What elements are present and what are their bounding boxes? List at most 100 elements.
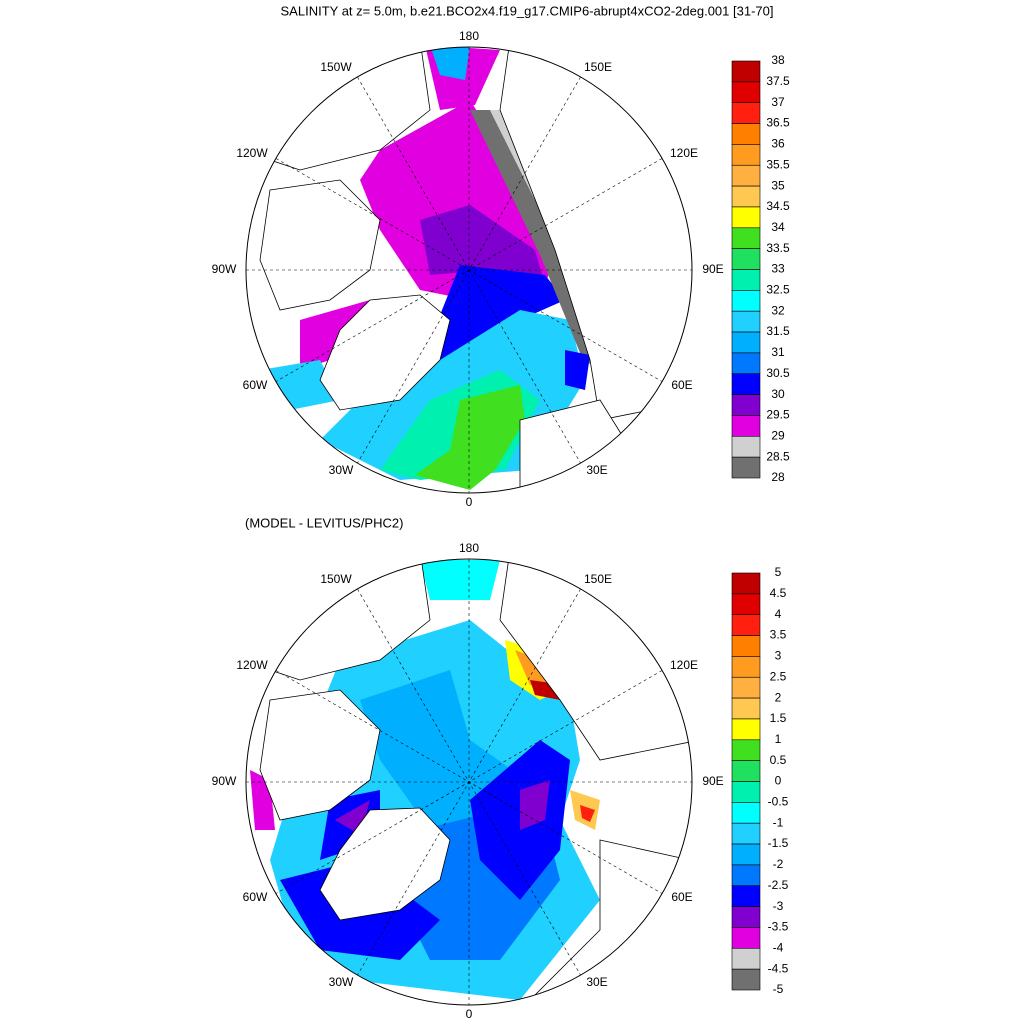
longitude-label: 90E <box>702 774 723 788</box>
colorbar-box <box>731 864 761 887</box>
map-top <box>246 47 692 493</box>
longitude-label: 90W <box>212 774 237 788</box>
longitude-label: 60E <box>671 378 692 392</box>
colorbar-box <box>731 843 761 866</box>
longitude-label: 0 <box>466 1007 473 1021</box>
map-border <box>245 558 693 1006</box>
longitude-label: 90W <box>212 262 237 276</box>
colorbar-box <box>731 760 761 782</box>
colorbar-box <box>731 331 761 354</box>
colorbar-box <box>731 718 761 741</box>
colorbar-label: -2 <box>773 857 784 871</box>
colorbar-label: 1.5 <box>770 711 787 725</box>
colorbar-label: 33.5 <box>766 241 790 255</box>
panel-title: SALINITY at z= 5.0m, b.e21.BCO2x4.f19_g1… <box>281 3 774 18</box>
longitude-label: 30W <box>329 463 354 477</box>
colorbar-box <box>731 290 761 312</box>
colorbar-label: -1 <box>773 815 784 829</box>
longitude-label: 60E <box>671 890 692 904</box>
colorbar-label: -5 <box>773 982 784 996</box>
colorbar-box <box>731 227 761 249</box>
colorbar-box <box>731 802 761 824</box>
colorbar-label: -4 <box>773 940 784 954</box>
longitude-label: 60W <box>243 890 268 904</box>
colorbar-box <box>731 185 761 208</box>
colorbar-box <box>731 144 761 166</box>
map-bottom <box>246 559 692 1005</box>
colorbar-label: 32.5 <box>766 283 790 297</box>
colorbar-label: 33 <box>771 262 785 276</box>
colorbar-label: 29 <box>771 428 785 442</box>
colorbar-box <box>731 822 761 845</box>
colorbar-label: 38 <box>771 53 785 67</box>
colorbar-label: 37.5 <box>766 74 790 88</box>
longitude-label: 150W <box>320 572 352 586</box>
colorbar-label: 30.5 <box>766 366 790 380</box>
colorbar-label: 2.5 <box>770 669 787 683</box>
colorbar-box <box>731 456 761 479</box>
colorbar-label: 34 <box>771 220 785 234</box>
colorbar-label: 30 <box>771 387 785 401</box>
colorbar-box <box>731 927 761 949</box>
colorbar-box <box>731 739 761 761</box>
colorbar-box <box>731 885 761 907</box>
colorbar-label: 36 <box>771 137 785 151</box>
colorbar-box <box>731 123 761 145</box>
longitude-label: 150W <box>320 60 352 74</box>
colorbar-box <box>731 572 761 595</box>
colorbar-box <box>731 394 761 416</box>
colorbar-box <box>731 164 761 187</box>
colorbar-box <box>731 102 761 124</box>
colorbar-label: 5 <box>775 565 782 579</box>
longitude-label: 120W <box>236 146 268 160</box>
colorbar-label: -3 <box>773 899 784 913</box>
colorbar-box <box>731 947 761 970</box>
colorbar-label: 35.5 <box>766 157 790 171</box>
colorbar-label: 32 <box>771 303 785 317</box>
colorbar-label: -2.5 <box>768 878 789 892</box>
colorbar-label: -1.5 <box>768 836 789 850</box>
colorbar-box <box>731 60 761 83</box>
colorbar-box <box>731 968 761 991</box>
colorbar-label: 4.5 <box>770 586 787 600</box>
longitude-label: 30W <box>329 975 354 989</box>
colorbar-box <box>731 435 761 458</box>
colorbar-label: -0.5 <box>768 795 789 809</box>
colorbar-box <box>731 415 761 437</box>
colorbar-label: 35 <box>771 178 785 192</box>
colorbar-box <box>731 310 761 333</box>
longitude-label: 120W <box>236 658 268 672</box>
colorbar-box <box>731 635 761 657</box>
colorbar-box <box>731 614 761 636</box>
colorbar-box <box>731 906 761 928</box>
colorbar-label: 2 <box>775 690 782 704</box>
longitude-label: 150E <box>584 572 612 586</box>
colorbar-label: 4 <box>775 607 782 621</box>
longitude-label: 0 <box>466 495 473 509</box>
colorbar-box <box>731 269 761 291</box>
colorbar-label: -4.5 <box>768 961 789 975</box>
colorbar-label: 34.5 <box>766 199 790 213</box>
colorbar-label: 0 <box>775 774 782 788</box>
colorbar-box <box>731 81 761 103</box>
colorbar-box <box>731 248 761 270</box>
colorbar-label: 1 <box>775 732 782 746</box>
longitude-label: 150E <box>584 60 612 74</box>
colorbar-box <box>731 373 761 395</box>
colorbar-label: 3.5 <box>770 628 787 642</box>
colorbar-label: 31 <box>771 345 785 359</box>
longitude-label: 90E <box>702 262 723 276</box>
colorbar-label: 36.5 <box>766 116 790 130</box>
colorbar-box <box>731 593 761 615</box>
colorbar-label: 28 <box>771 470 785 484</box>
longitude-label: 60W <box>243 378 268 392</box>
colorbar-box <box>731 656 761 678</box>
colorbar-label: 31.5 <box>766 324 790 338</box>
longitude-label: 120E <box>670 146 698 160</box>
longitude-label: 180 <box>459 541 479 555</box>
panel-title: (MODEL - LEVITUS/PHC2) <box>245 515 403 530</box>
colorbar-box <box>731 781 761 803</box>
colorbar-box <box>731 697 761 720</box>
colorbar-label: 0.5 <box>770 753 787 767</box>
